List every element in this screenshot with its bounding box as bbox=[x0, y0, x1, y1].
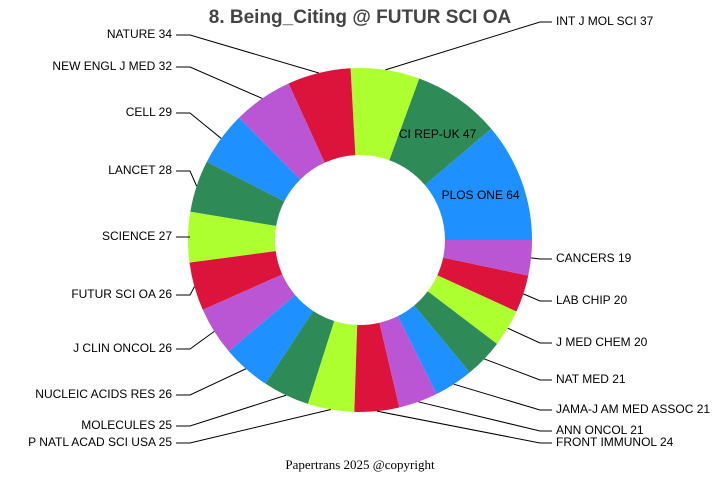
leader-line bbox=[176, 112, 222, 139]
donut-slice bbox=[307, 321, 358, 412]
leader-line bbox=[176, 170, 198, 187]
leader-line bbox=[176, 66, 263, 99]
slice-label: CELL 29 bbox=[126, 105, 173, 119]
slice-label: LAB CHIP 20 bbox=[556, 293, 627, 307]
leader-line bbox=[385, 21, 552, 71]
donut-slice bbox=[288, 68, 356, 163]
leader-line bbox=[376, 410, 552, 444]
leader-line bbox=[176, 394, 287, 427]
donut-slice bbox=[379, 316, 437, 408]
leader-line bbox=[453, 383, 552, 411]
slice-label: ANN ONCOL 21 bbox=[556, 423, 644, 437]
slice-label: P NATL ACAD SCI USA 25 bbox=[28, 435, 172, 449]
donut-slice bbox=[354, 322, 400, 412]
donut-slice bbox=[414, 291, 498, 373]
leader-line bbox=[176, 368, 247, 396]
leader-line bbox=[176, 34, 319, 74]
slice-label: FRONT IMMUNOL 24 bbox=[556, 435, 674, 449]
leader-line bbox=[176, 330, 215, 350]
donut-slice bbox=[437, 257, 529, 312]
donut-slice bbox=[190, 161, 285, 227]
slice-label: J CLIN ONCOL 26 bbox=[73, 341, 172, 355]
slice-label: LANCET 28 bbox=[108, 163, 172, 177]
donut-slice bbox=[202, 274, 296, 352]
donut-slice bbox=[265, 310, 335, 404]
donut-slice bbox=[424, 128, 532, 240]
slice-label: JAMA-J AM MED ASSOC 21 bbox=[556, 402, 710, 416]
slice-label: CANCERS 19 bbox=[556, 251, 632, 265]
leader-line bbox=[507, 327, 552, 344]
donut-slice bbox=[188, 211, 277, 263]
slice-label: NUCLEIC ACIDS RES 26 bbox=[35, 387, 172, 401]
chart-title: 8. Being_Citing @ FUTUR SCI OA bbox=[209, 7, 512, 28]
leader-line bbox=[531, 257, 552, 260]
donut-slice bbox=[427, 275, 517, 344]
slice-label: NAT MED 21 bbox=[556, 372, 626, 386]
slice-label: SCI REP-UK 47 bbox=[391, 127, 477, 141]
donut-slice bbox=[239, 83, 325, 180]
leader-line bbox=[418, 401, 552, 432]
leader-line bbox=[176, 409, 331, 444]
donut-slice bbox=[350, 67, 420, 161]
slice-label: FUTUR SCI OA 26 bbox=[71, 287, 172, 301]
donut-slice bbox=[397, 305, 470, 395]
donut-slice bbox=[443, 240, 532, 276]
leader-line bbox=[176, 286, 195, 296]
slice-label: MOLECULES 25 bbox=[81, 418, 172, 432]
footer: Papertrans 2025 @copyright bbox=[285, 457, 435, 472]
slice-label: J MED CHEM 20 bbox=[556, 335, 648, 349]
slice-label: NEW ENGL J MED 32 bbox=[52, 59, 172, 73]
leader-line bbox=[484, 358, 552, 381]
slice-label: NATURE 34 bbox=[107, 27, 172, 41]
leader-line bbox=[523, 293, 552, 302]
donut-slice bbox=[189, 251, 283, 310]
donut-slice bbox=[389, 78, 492, 186]
slice-label: INT J MOL SCI 37 bbox=[556, 14, 654, 28]
donut-slice bbox=[206, 117, 301, 202]
slice-label: PLOS ONE 64 bbox=[442, 188, 520, 202]
slice-label: SCIENCE 27 bbox=[102, 229, 172, 243]
donut-slice bbox=[228, 294, 314, 384]
